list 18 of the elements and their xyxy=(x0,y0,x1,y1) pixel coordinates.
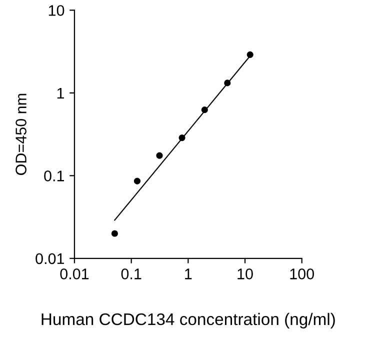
point xyxy=(224,80,231,86)
x-tick-label: 10 xyxy=(238,268,253,280)
y-tick-label: 0.1 xyxy=(44,170,64,182)
point xyxy=(134,178,141,184)
x-tick-label: 1 xyxy=(185,268,192,280)
point xyxy=(246,51,254,58)
y-tick-label: 10 xyxy=(48,5,64,16)
point xyxy=(178,134,186,142)
point xyxy=(111,230,118,237)
y-tick-label: 0.01 xyxy=(36,253,64,264)
x-tick-label: 0.1 xyxy=(121,268,142,280)
x-axis-title: Human CCDC134 concentration (ng/ml) xyxy=(42,312,335,328)
y-axis-title: OD=450 nm xyxy=(16,94,26,175)
x-tick-label: 100 xyxy=(290,268,314,280)
point xyxy=(156,152,163,159)
point xyxy=(201,106,208,114)
y-tick-label: 1 xyxy=(57,88,64,98)
x-tick-label: 0.01 xyxy=(60,268,89,280)
